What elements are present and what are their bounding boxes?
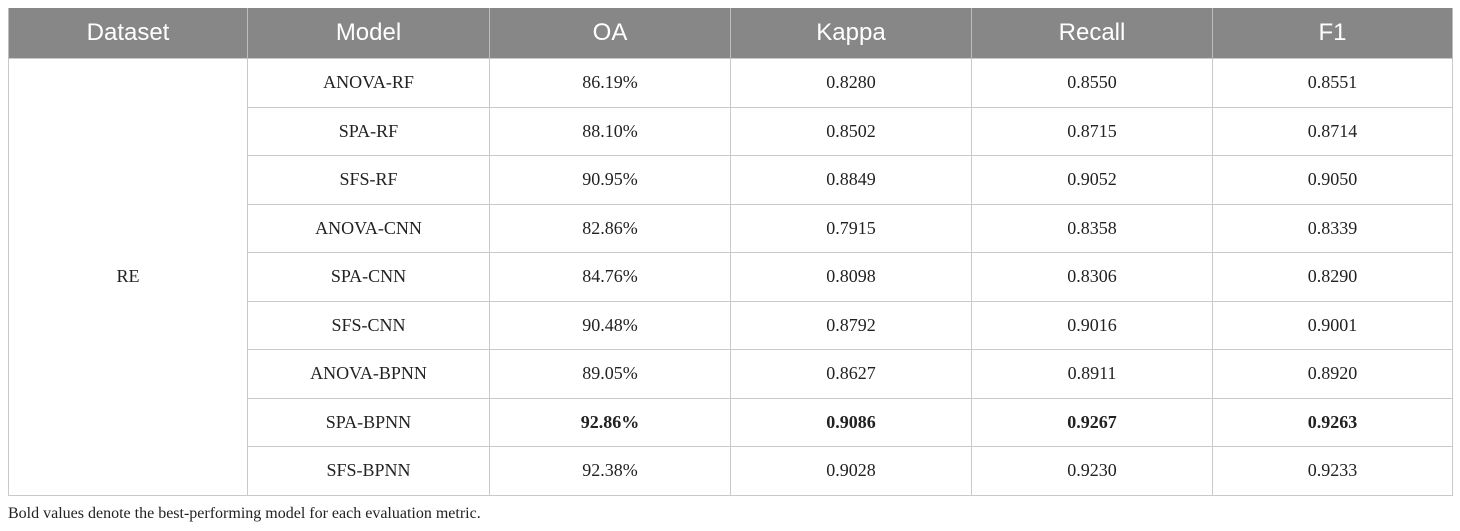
cell-oa: 89.05% (489, 349, 731, 399)
cell-oa: 86.19% (489, 58, 731, 108)
cell-recall: 0.9016 (971, 300, 1213, 350)
cell-oa: 82.86% (489, 203, 731, 253)
table-row: SFS-BPNN 92.38% 0.9028 0.9230 0.9233 (9, 446, 1453, 496)
cell-recall: 0.9230 (971, 446, 1213, 496)
cell-recall: 0.8306 (971, 252, 1213, 302)
cell-f1: 0.8714 (1212, 106, 1453, 156)
header-oa: OA (489, 8, 731, 59)
cell-recall: 0.9267 (971, 397, 1213, 447)
header-dataset: Dataset (8, 8, 248, 59)
cell-oa: 90.95% (489, 155, 731, 205)
header-kappa: Kappa (730, 8, 972, 59)
table-row: RE ANOVA-RF 86.19% 0.8280 0.8550 0.8551 (8, 58, 1453, 496)
cell-recall: 0.8358 (971, 203, 1213, 253)
cell-model: SFS-BPNN (247, 446, 490, 496)
cell-model: ANOVA-RF (247, 58, 490, 108)
cell-recall: 0.8715 (971, 106, 1213, 156)
table-body: RE ANOVA-RF 86.19% 0.8280 0.8550 0.8551 … (8, 58, 1453, 496)
cell-f1: 0.8551 (1212, 58, 1453, 108)
cell-recall: 0.9052 (971, 155, 1213, 205)
cell-kappa: 0.9086 (730, 397, 972, 447)
cell-model: SPA-BPNN (247, 397, 490, 447)
cell-model: SPA-CNN (247, 252, 490, 302)
cell-oa: 88.10% (489, 106, 731, 156)
results-table-container: Dataset Model OA Kappa Recall F1 RE ANOV… (8, 8, 1453, 496)
cell-kappa: 0.8502 (730, 106, 972, 156)
cell-recall: 0.8550 (971, 58, 1213, 108)
cell-kappa: 0.8792 (730, 300, 972, 350)
cell-oa: 92.86% (489, 397, 731, 447)
cell-kappa: 0.8627 (730, 349, 972, 399)
cell-f1: 0.8290 (1212, 252, 1453, 302)
cell-model: SPA-RF (247, 106, 490, 156)
cell-f1: 0.8339 (1212, 203, 1453, 253)
cell-kappa: 0.8098 (730, 252, 972, 302)
cell-oa: 92.38% (489, 446, 731, 496)
cell-f1: 0.9233 (1212, 446, 1453, 496)
table-row: SPA-RF 88.10% 0.8502 0.8715 0.8714 (9, 106, 1453, 156)
header-row: Dataset Model OA Kappa Recall F1 (8, 8, 1453, 59)
cell-kappa: 0.9028 (730, 446, 972, 496)
cell-oa: 84.76% (489, 252, 731, 302)
table-footnote: Bold values denote the best-performing m… (8, 505, 481, 522)
header-f1: F1 (1212, 8, 1453, 59)
cell-model: SFS-CNN (247, 300, 490, 350)
table-row: SFS-RF 90.95% 0.8849 0.9052 0.9050 (9, 155, 1453, 205)
table-row: ANOVA-CNN 82.86% 0.7915 0.8358 0.8339 (9, 203, 1453, 253)
table-row: SFS-CNN 90.48% 0.8792 0.9016 0.9001 (9, 300, 1453, 350)
cell-model: SFS-RF (247, 155, 490, 205)
cell-kappa: 0.8280 (730, 58, 972, 108)
cell-f1: 0.9263 (1212, 397, 1453, 447)
cell-kappa: 0.8849 (730, 155, 972, 205)
cell-recall: 0.8911 (971, 349, 1213, 399)
cell-oa: 90.48% (489, 300, 731, 350)
table-row: SPA-CNN 84.76% 0.8098 0.8306 0.8290 (9, 252, 1453, 302)
results-table: Dataset Model OA Kappa Recall F1 RE ANOV… (8, 8, 1453, 496)
header-recall: Recall (971, 8, 1213, 59)
cell-f1: 0.8920 (1212, 349, 1453, 399)
dataset-cell: RE (8, 58, 248, 496)
cell-model: ANOVA-BPNN (247, 349, 490, 399)
cell-f1: 0.9001 (1212, 300, 1453, 350)
header-model: Model (247, 8, 490, 59)
cell-kappa: 0.7915 (730, 203, 972, 253)
cell-model: ANOVA-CNN (247, 203, 490, 253)
table-row: ANOVA-BPNN 89.05% 0.8627 0.8911 0.8920 (9, 349, 1453, 399)
cell-f1: 0.9050 (1212, 155, 1453, 205)
